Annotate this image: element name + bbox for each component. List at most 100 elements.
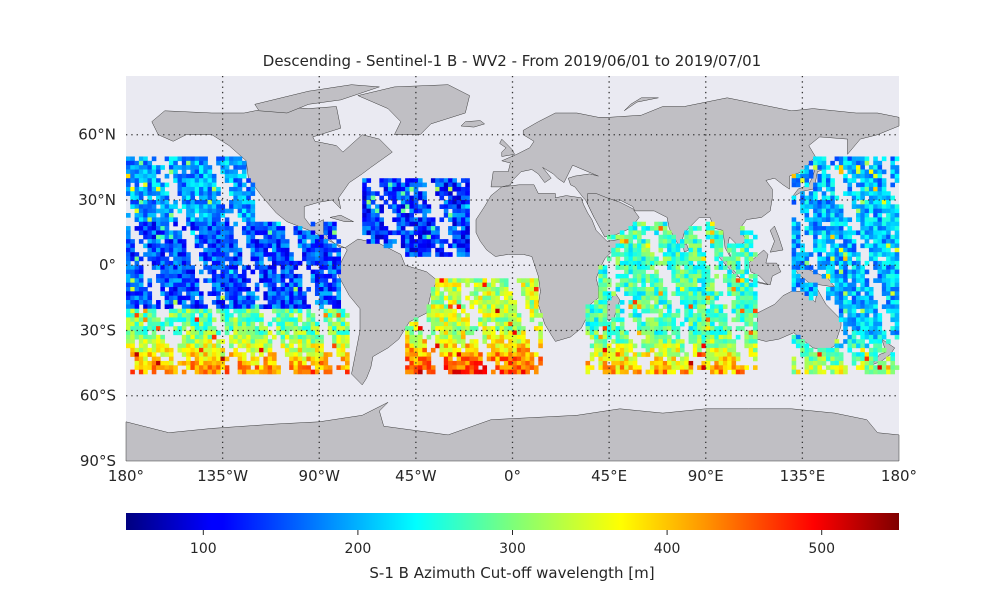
data-cell (641, 300, 646, 305)
data-cell (289, 317, 294, 323)
data-cell (211, 243, 217, 249)
data-cell (843, 165, 848, 170)
data-cell (654, 321, 659, 327)
data-cell (460, 278, 466, 283)
data-cell (821, 226, 827, 231)
data-cell (280, 234, 286, 240)
data-cell (795, 256, 801, 262)
data-cell (452, 330, 457, 336)
data-cell (250, 186, 256, 192)
data-cell (877, 317, 883, 323)
data-cell (405, 243, 410, 249)
data-cell (224, 169, 230, 175)
data-cell (658, 343, 664, 349)
data-cell (220, 352, 226, 357)
data-cell (868, 252, 874, 257)
data-cell (241, 295, 247, 301)
data-cell (164, 273, 170, 279)
data-cell (439, 352, 445, 357)
data-cell (199, 195, 204, 201)
data-cell (267, 352, 273, 357)
data-cell (864, 313, 870, 318)
data-cell (692, 317, 698, 323)
data-cell (173, 286, 178, 292)
data-cell (538, 313, 543, 318)
data-cell (503, 347, 509, 353)
data-cell (645, 347, 651, 353)
data-cell (130, 295, 135, 301)
data-cell (791, 369, 797, 375)
data-cell (748, 352, 754, 357)
data-cell (211, 282, 217, 288)
data-cell (465, 295, 470, 301)
data-cell (297, 239, 303, 244)
data-cell (516, 347, 522, 353)
data-cell (267, 230, 273, 236)
data-cell (233, 247, 238, 253)
data-cell (740, 273, 745, 279)
data-cell (250, 217, 256, 223)
data-cell (460, 195, 466, 201)
data-cell (645, 273, 651, 279)
data-cell (241, 204, 247, 209)
data-cell (143, 369, 148, 375)
data-cell (400, 195, 406, 201)
data-cell (246, 199, 251, 205)
data-cell (499, 291, 505, 296)
data-cell (379, 178, 384, 183)
data-cell (186, 317, 191, 323)
data-cell (293, 369, 299, 375)
data-cell (160, 221, 165, 227)
data-cell (658, 260, 664, 266)
data-cell (203, 173, 208, 179)
data-cell (280, 326, 286, 331)
data-cell (302, 321, 307, 327)
data-cell (413, 252, 419, 257)
data-cell (503, 286, 509, 292)
data-cell (207, 173, 213, 179)
data-cell (868, 365, 874, 370)
data-cell (211, 221, 217, 227)
data-cell (332, 226, 337, 231)
data-cell (516, 339, 522, 344)
data-cell (370, 213, 376, 218)
data-cell (151, 221, 157, 227)
data-cell (203, 191, 208, 196)
data-cell (306, 304, 311, 310)
data-cell (868, 165, 874, 170)
data-cell (624, 352, 629, 357)
data-cell (856, 286, 861, 292)
data-cell (791, 282, 797, 288)
data-cell (748, 304, 754, 310)
data-cell (452, 226, 457, 231)
data-cell (628, 360, 634, 366)
data-cell (241, 226, 247, 231)
data-cell (611, 247, 616, 253)
data-cell (890, 217, 895, 223)
data-cell (675, 282, 681, 288)
data-cell (598, 278, 603, 283)
data-cell (877, 217, 883, 223)
data-cell (452, 213, 457, 218)
data-cell (400, 182, 406, 188)
data-cell (847, 230, 853, 236)
data-cell (641, 330, 646, 336)
data-cell (237, 182, 243, 188)
data-cell (413, 208, 419, 214)
data-cell (246, 191, 251, 196)
data-cell (263, 330, 269, 336)
data-cell (314, 239, 320, 244)
data-cell (229, 300, 234, 305)
data-cell (675, 360, 681, 366)
data-cell (366, 195, 372, 201)
data-cell (722, 278, 728, 283)
data-cell (499, 278, 505, 283)
data-cell (868, 326, 874, 331)
data-cell (147, 317, 153, 323)
data-cell (319, 291, 324, 296)
data-cell (727, 360, 732, 366)
data-cell (409, 365, 415, 370)
data-cell (825, 260, 831, 266)
data-cell (748, 334, 754, 340)
data-cell (873, 356, 878, 362)
